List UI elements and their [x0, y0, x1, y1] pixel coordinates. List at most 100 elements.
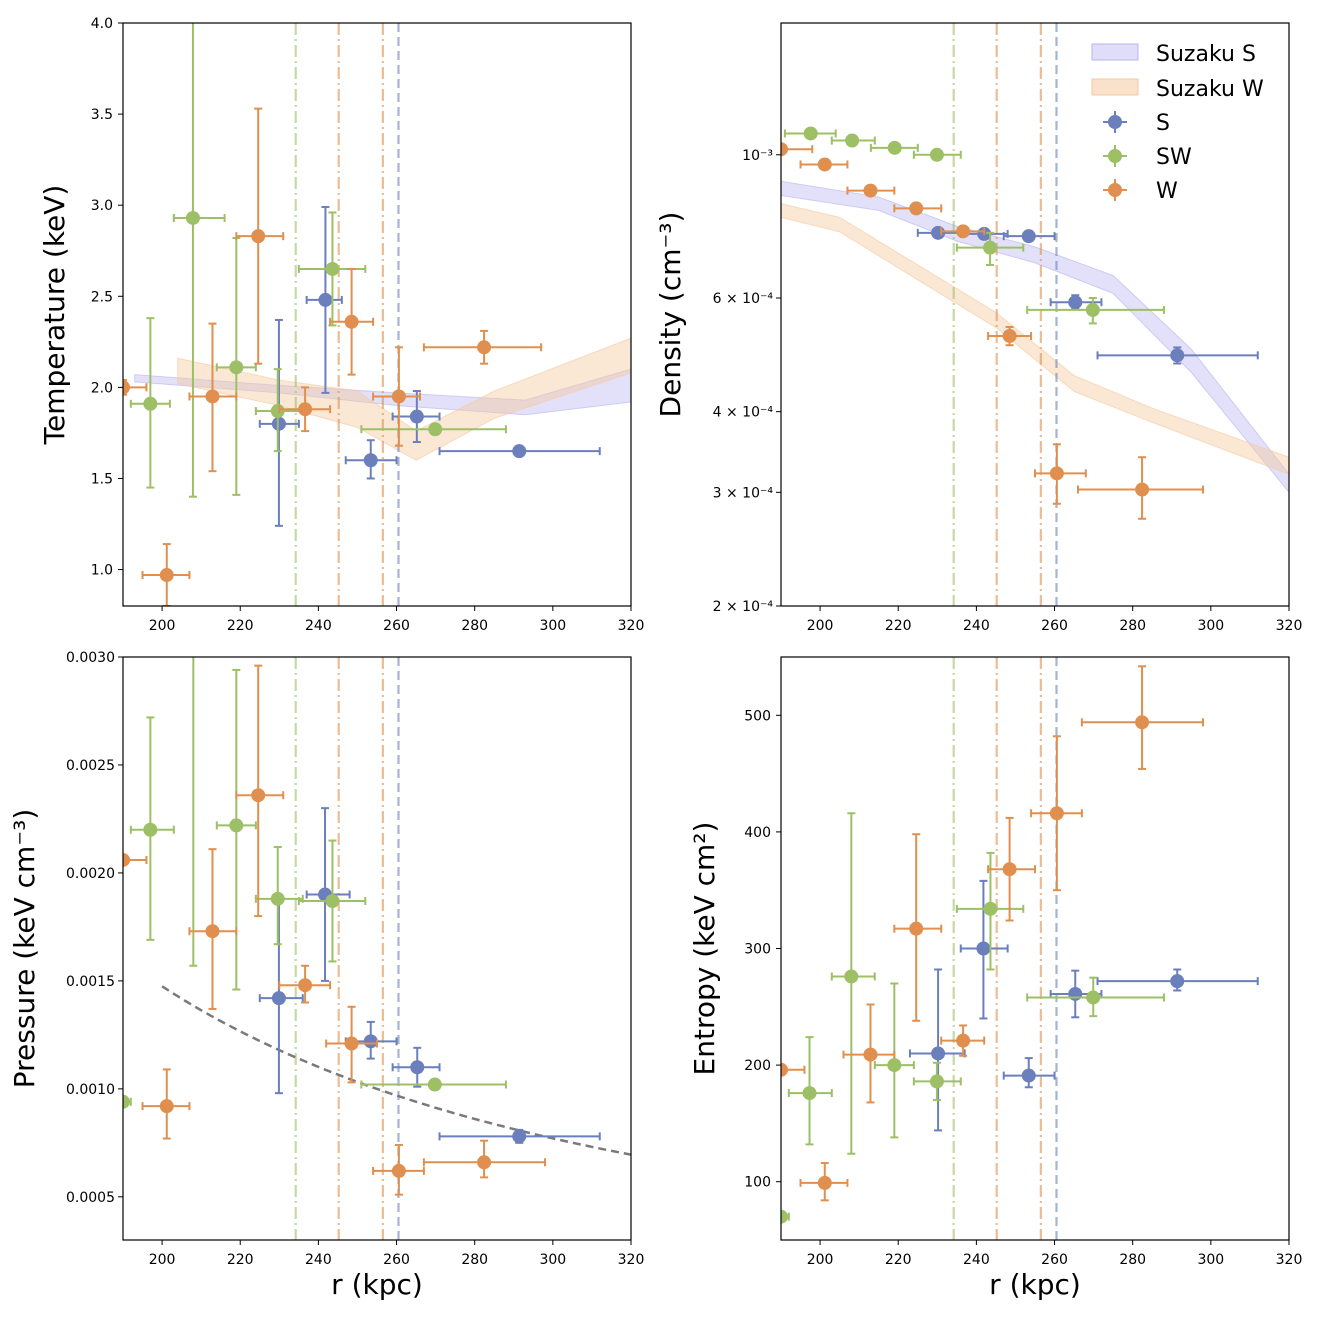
marker: [817, 1175, 832, 1190]
marker: [159, 568, 174, 583]
marker: [409, 409, 424, 424]
data-point-sw-1: [830, 133, 876, 148]
x-axis-label-right: r (kpc): [989, 1268, 1081, 1301]
y-axis-label: Density (cm⁻³): [654, 212, 687, 418]
x-tick-label: 300: [1197, 618, 1224, 634]
data-point-sw-0: [123, 1094, 132, 1109]
marker: [205, 924, 220, 939]
x-tick-label: 320: [1276, 1252, 1303, 1268]
data-point-w-7: [1080, 665, 1205, 770]
marker: [298, 978, 313, 993]
y-tick-label: 400: [744, 825, 771, 841]
data-point-sw-5: [955, 851, 1025, 971]
x-tick-label: 200: [807, 618, 834, 634]
y-tick-label: 10⁻³: [742, 148, 773, 164]
x-tick-label: 200: [807, 1252, 834, 1268]
data-point-w-0: [123, 852, 148, 867]
x-tick-label: 220: [885, 1252, 912, 1268]
y-tick-label: 6 × 10⁻⁴: [713, 291, 774, 307]
data-point-s-1: [305, 206, 343, 394]
marker: [271, 991, 286, 1006]
marker: [1135, 482, 1150, 497]
plot-area: [781, 657, 1259, 1240]
suzaku-band-w: [781, 203, 1289, 475]
data-point-sw-0: [781, 1209, 790, 1224]
marker: [143, 822, 158, 837]
marker: [1002, 862, 1017, 877]
y-tick-label: 500: [744, 708, 771, 724]
data-point-w-1: [799, 157, 849, 172]
marker: [270, 404, 285, 419]
marker: [1049, 466, 1064, 481]
data-point-s-4: [1096, 968, 1259, 992]
x-tick-label: 240: [963, 618, 990, 634]
marker: [123, 852, 130, 867]
marker: [931, 225, 946, 240]
x-tick-label: 320: [618, 1252, 645, 1268]
marker: [251, 229, 266, 244]
marker: [781, 1062, 788, 1077]
plot-frame: [780, 22, 1290, 607]
marker: [983, 901, 998, 916]
x-tick-label: 260: [1041, 1252, 1068, 1268]
data-point-w-7: [422, 1139, 547, 1179]
marker: [802, 1086, 817, 1101]
y-tick-label: 0.0015: [66, 974, 115, 990]
x-tick-label: 320: [1276, 618, 1303, 634]
legend-s-marker: [1103, 111, 1127, 133]
marker: [344, 314, 359, 329]
marker: [344, 1036, 359, 1051]
data-point-s-3: [391, 1046, 441, 1088]
y-tick-label: 2 × 10⁻⁴: [713, 599, 774, 615]
y-tick-label: 0.0020: [66, 866, 115, 882]
temperature-panel: 200 220 240 260 280 300 320 1.0 1.5 2.0 2.5 3.0 3.5 4…: [38, 16, 644, 634]
marker: [909, 201, 924, 216]
x-tick-label: 280: [1119, 618, 1146, 634]
data-point-w-2: [188, 322, 238, 473]
data-point-s-1: [959, 879, 1009, 1020]
marker: [781, 142, 788, 157]
data-point-w-1: [141, 543, 191, 606]
y-tick-label: 300: [744, 942, 771, 958]
y-tick-label: 3.0: [91, 198, 113, 214]
data-point-w-3: [893, 833, 943, 1022]
x-tick-label: 200: [149, 1252, 176, 1268]
pressure-panel: 200 220 240 260 280 300 320 0.0005 0.0010 0.0015 0…: [8, 650, 645, 1268]
y-tick-label: 2.5: [91, 289, 113, 305]
data-point-s-2: [1002, 229, 1056, 244]
data-point-w-3: [235, 107, 285, 365]
legend-s-label: S: [1156, 111, 1170, 136]
data-point-w-6: [1030, 735, 1083, 892]
data-point-sw-5: [1026, 296, 1165, 325]
y-axis-label: Temperature (keV): [38, 185, 71, 446]
marker: [781, 1209, 788, 1224]
data-point-w-1: [141, 1068, 191, 1140]
marker: [1170, 974, 1185, 989]
marker: [512, 444, 527, 459]
data-point-s-0: [908, 968, 966, 1132]
data-point-w-4: [940, 224, 986, 239]
marker: [956, 1033, 971, 1048]
data-point-sw-3: [254, 368, 304, 453]
entropy-panel: 200 220 240 260 280 300 320 100 200 300 400 500 Entr…: [688, 656, 1303, 1268]
marker: [363, 1034, 378, 1049]
y-tick-label: 3 × 10⁻⁴: [713, 485, 774, 501]
data-point-sw-2: [189, 657, 198, 967]
marker: [863, 1047, 878, 1062]
marker: [159, 1099, 174, 1114]
marker: [363, 453, 378, 468]
data-point-w-0: [123, 379, 148, 396]
marker: [887, 1058, 902, 1073]
marker: [956, 224, 971, 239]
x-axis-label-left: r (kpc): [331, 1268, 423, 1301]
data-point-w-7: [422, 329, 543, 365]
data-point-s-1: [305, 807, 351, 982]
legend-band-w-label: Suzaku W: [1156, 77, 1264, 102]
y-tick-label: 0.0025: [66, 758, 115, 774]
data-point-s-4: [438, 1128, 601, 1144]
data-point-sw-6: [1026, 976, 1165, 1018]
data-point-w-0: [781, 142, 814, 157]
marker: [1021, 1068, 1036, 1083]
data-point-w-6: [1034, 443, 1087, 505]
data-point-w-4: [278, 386, 332, 433]
